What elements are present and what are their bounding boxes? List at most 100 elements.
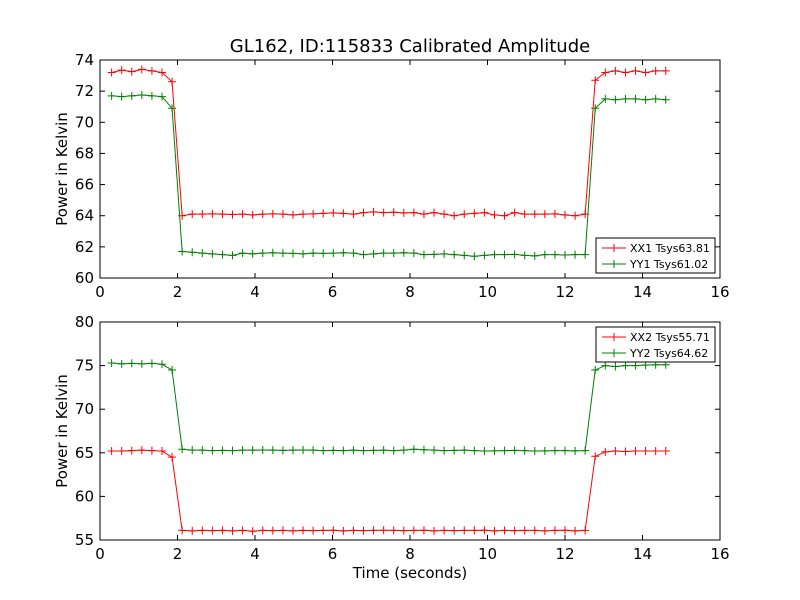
legend-entry: XX1 Tsys63.81 <box>630 242 710 255</box>
data-point <box>329 526 338 535</box>
x-tick-label: 8 <box>405 545 415 563</box>
data-point <box>379 249 388 258</box>
data-point <box>621 447 630 456</box>
data-point <box>329 249 338 258</box>
data-point <box>409 526 418 535</box>
data-point <box>450 211 459 220</box>
data-point <box>661 66 670 75</box>
data-point <box>117 359 126 368</box>
data-point <box>601 68 610 77</box>
x-tick-label: 2 <box>173 283 183 301</box>
y-tick-label: 70 <box>75 113 94 131</box>
data-point <box>137 446 146 455</box>
data-point <box>218 446 227 455</box>
data-point <box>389 208 398 217</box>
data-point <box>248 249 257 258</box>
data-point <box>268 248 277 257</box>
data-point <box>510 526 519 535</box>
data-point <box>631 447 640 456</box>
data-point <box>309 249 318 258</box>
data-point <box>490 446 499 455</box>
data-point <box>561 210 569 219</box>
data-point <box>359 526 368 535</box>
data-point <box>399 248 408 257</box>
data-point <box>127 67 136 76</box>
data-point <box>520 210 529 219</box>
x-tick-label: 6 <box>328 283 338 301</box>
data-point <box>198 210 207 219</box>
data-point <box>339 209 348 218</box>
y-tick-label: 70 <box>75 400 94 418</box>
x-tick-label: 10 <box>478 283 497 301</box>
data-point <box>147 91 156 100</box>
x-tick-label: 4 <box>250 545 260 563</box>
data-point <box>520 251 529 260</box>
data-point <box>470 446 479 455</box>
legend: XX2 Tsys55.71 YY2 Tsys64.62 <box>595 326 716 363</box>
data-point <box>591 76 600 85</box>
data-point <box>460 251 469 260</box>
data-point <box>238 446 247 455</box>
legend-marker <box>610 333 618 341</box>
data-point <box>168 453 177 462</box>
data-point <box>248 527 257 536</box>
data-point <box>288 446 297 455</box>
data-point <box>168 77 177 86</box>
y-tick-label: 62 <box>75 238 94 256</box>
data-point <box>309 526 318 535</box>
data-point <box>349 446 358 455</box>
data-point <box>349 210 358 219</box>
data-point <box>339 446 348 455</box>
data-point <box>389 526 398 535</box>
data-point <box>127 359 136 368</box>
legend: XX1 Tsys63.81 YY1 Tsys61.02 <box>595 237 716 274</box>
data-point <box>198 249 207 258</box>
data-point <box>480 447 489 456</box>
data-point <box>571 526 580 535</box>
y-tick-label: 80 <box>75 313 94 331</box>
y-tick-label: 72 <box>75 82 94 100</box>
data-point <box>561 250 569 259</box>
data-point <box>309 446 318 455</box>
data-point <box>299 210 308 219</box>
data-point <box>409 208 418 217</box>
data-point <box>188 210 197 219</box>
data-point <box>268 446 277 455</box>
y-tick-label: 60 <box>75 487 94 505</box>
data-point <box>349 249 358 258</box>
data-point <box>268 526 277 535</box>
data-point <box>490 210 499 219</box>
data-point <box>581 526 590 535</box>
data-point <box>510 446 519 455</box>
data-point <box>389 249 398 258</box>
data-point <box>319 249 328 258</box>
x-tick-label: 16 <box>710 545 729 563</box>
data-point <box>278 446 287 455</box>
data-point <box>339 526 348 535</box>
data-point <box>500 250 509 259</box>
data-point <box>258 526 267 535</box>
x-tick-label: 10 <box>478 545 497 563</box>
data-point <box>268 209 277 218</box>
data-point <box>248 446 257 455</box>
data-point <box>339 248 348 257</box>
data-point <box>218 250 227 259</box>
data-point <box>470 209 479 218</box>
data-point <box>530 251 539 260</box>
series-line <box>111 94 666 257</box>
data-point <box>571 250 580 259</box>
data-point <box>158 68 166 77</box>
data-point <box>550 446 559 455</box>
y-tick-label: 74 <box>75 51 94 69</box>
data-point <box>158 92 166 101</box>
data-point <box>208 249 217 258</box>
data-point <box>540 210 549 219</box>
data-point <box>651 94 660 103</box>
x-tick-label: 14 <box>633 283 652 301</box>
data-point <box>319 446 328 455</box>
data-point <box>137 65 146 74</box>
data-point <box>288 526 297 535</box>
data-point <box>349 526 358 535</box>
x-axis-label: Time (seconds) <box>352 564 468 582</box>
data-point <box>168 365 177 374</box>
